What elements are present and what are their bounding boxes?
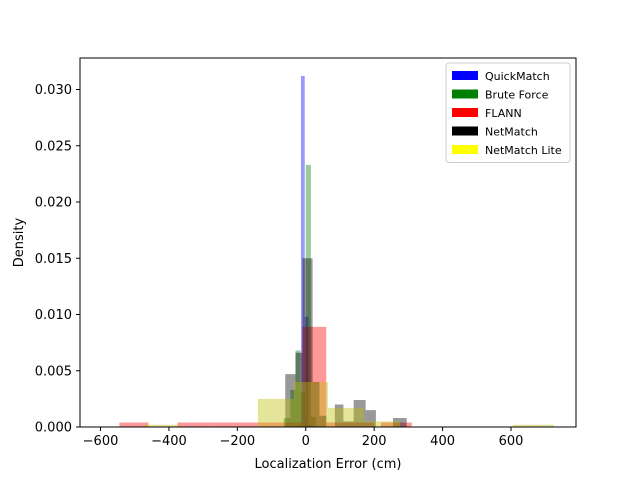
histogram-bar — [296, 425, 301, 427]
histogram-bar — [365, 410, 376, 427]
histogram-bar — [302, 258, 313, 427]
legend-label: NetMatch Lite — [485, 144, 562, 157]
histogram-bar — [363, 421, 400, 427]
histogram-bar — [285, 374, 296, 427]
series-netmatch-lite — [143, 382, 554, 427]
histogram-bar — [319, 415, 327, 427]
histogram-bar — [257, 398, 294, 427]
y-tick-label: 0.015 — [35, 252, 72, 267]
histogram-bar — [512, 424, 554, 427]
x-tick-label: 600 — [499, 434, 524, 449]
y-tick-label: 0.005 — [35, 364, 72, 379]
series-quickmatch — [296, 76, 313, 427]
y-axis: 0.000 0.005 0.010 0.015 0.020 0.025 0.030 — [35, 83, 80, 436]
histogram-bar — [290, 389, 296, 427]
y-tick-label: 0.030 — [35, 83, 72, 98]
histogram-bar — [343, 421, 354, 427]
y-tick-label: 0.020 — [35, 196, 72, 211]
legend-label: Brute Force — [485, 89, 549, 102]
histogram-bar — [302, 326, 327, 427]
histogram-bar — [312, 382, 320, 427]
histogram-bar — [208, 422, 240, 427]
histogram-bar — [283, 418, 291, 427]
x-axis: −600 −400 −200 0 200 400 600 — [83, 427, 524, 449]
series-netmatch — [285, 258, 407, 427]
histogram-bar — [392, 418, 407, 427]
x-tick-label: 200 — [362, 434, 387, 449]
y-tick-label: 0.025 — [35, 139, 72, 154]
legend-swatch — [452, 89, 478, 99]
histogram-bar — [295, 352, 303, 427]
legend-swatch — [452, 108, 478, 117]
histogram-bars — [119, 76, 554, 427]
legend-box — [445, 62, 571, 163]
histogram-bar — [308, 424, 313, 427]
histogram-bar — [353, 400, 366, 427]
histogram-bar — [271, 422, 303, 427]
legend-label: QuickMatch — [485, 70, 550, 83]
histogram-bar — [310, 416, 317, 427]
x-tick-label: −200 — [219, 434, 255, 449]
histogram-bar — [293, 382, 328, 427]
histogram-bar — [300, 392, 306, 427]
x-axis-title: Localization Error (cm) — [255, 457, 402, 472]
legend-label: FLANN — [485, 107, 522, 120]
series-brute-force — [283, 164, 317, 427]
histogram-bar — [328, 407, 364, 427]
plot-frame — [79, 57, 577, 428]
histogram-bar — [305, 164, 311, 427]
histogram-bar — [239, 422, 272, 427]
legend-swatch — [452, 71, 478, 80]
legend-swatch — [452, 126, 478, 136]
legend: QuickMatch Brute Force FLANN NetMatch NetMat… — [445, 62, 571, 163]
legend-swatch — [452, 145, 478, 154]
legend-label: NetMatch — [485, 126, 538, 139]
histogram-bar — [350, 422, 375, 427]
y-tick-label: 0.010 — [35, 308, 72, 323]
series-flann — [119, 326, 412, 427]
histogram-bar — [304, 316, 309, 427]
histogram-bar — [119, 422, 149, 427]
histogram-bar — [326, 422, 351, 427]
x-tick-label: 400 — [430, 434, 455, 449]
histogram-bar — [143, 424, 180, 427]
histogram-bar — [300, 76, 305, 427]
x-tick-label: −600 — [83, 434, 119, 449]
y-axis-title: Density — [12, 217, 27, 267]
histogram-bar — [295, 350, 301, 427]
x-tick-label: 0 — [302, 434, 310, 449]
y-tick-label: 0.000 — [35, 421, 72, 436]
histogram-bar — [334, 404, 344, 427]
histogram-bar — [177, 422, 209, 427]
histogram-bar — [381, 422, 412, 427]
x-tick-label: −400 — [151, 434, 187, 449]
